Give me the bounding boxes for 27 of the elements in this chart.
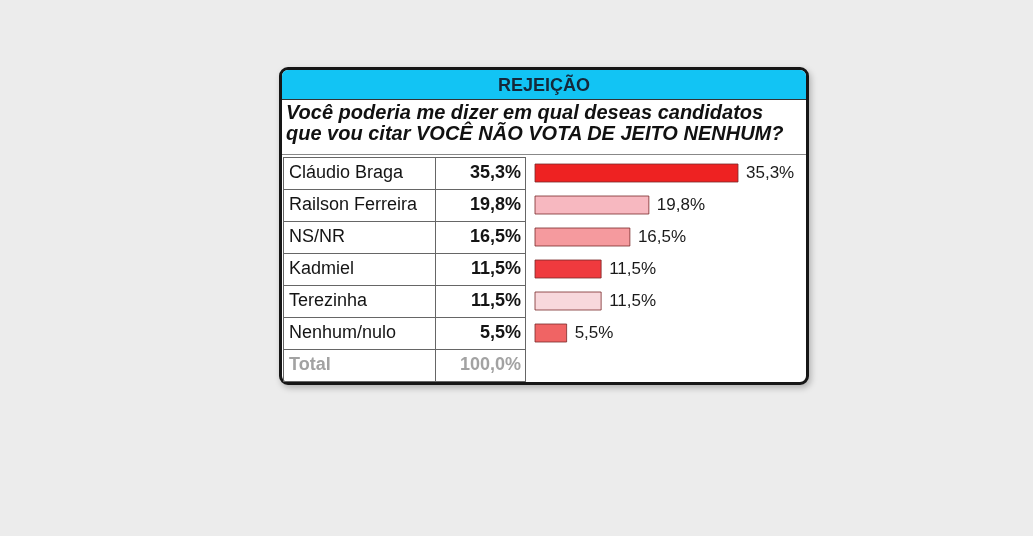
bar [534, 227, 631, 247]
bar [534, 291, 602, 311]
data-label: 5,5% [479, 322, 521, 342]
bar [534, 163, 739, 183]
bar [534, 195, 650, 215]
data-label: 35,3% [469, 162, 521, 182]
text: 100,0% [459, 354, 521, 374]
y-tick-label: Total [289, 354, 331, 374]
y-tick-label: NS/NR [289, 226, 346, 246]
data-label: 19,8% [469, 194, 521, 214]
y-tick-label: Railson Ferreira [289, 194, 419, 214]
data-label: 16,5% [469, 226, 521, 246]
data-label: 11,5% [470, 290, 521, 310]
y-tick-label: Terezinha [289, 290, 369, 310]
text: 16,5% [637, 227, 687, 246]
text: 35,3% [746, 163, 795, 182]
y-tick-label: Cláudio Braga [289, 162, 405, 182]
text: 11,5% [609, 259, 657, 278]
y-tick-label: Nenhum/nulo [289, 322, 397, 342]
bar [534, 323, 568, 343]
text: 19,8% [656, 195, 706, 214]
text: 5,5% [574, 323, 614, 342]
chart-subtitle: Você poderia me dizer em qual deseas candidatos que vou citar VOCÊ NÃO VOTA DE JEITO NENHUM? [286, 101, 785, 144]
text: 11,5% [609, 291, 657, 310]
data-label: 11,5% [470, 258, 521, 278]
y-tick-label: Kadmiel [289, 258, 355, 278]
bar [534, 259, 602, 279]
